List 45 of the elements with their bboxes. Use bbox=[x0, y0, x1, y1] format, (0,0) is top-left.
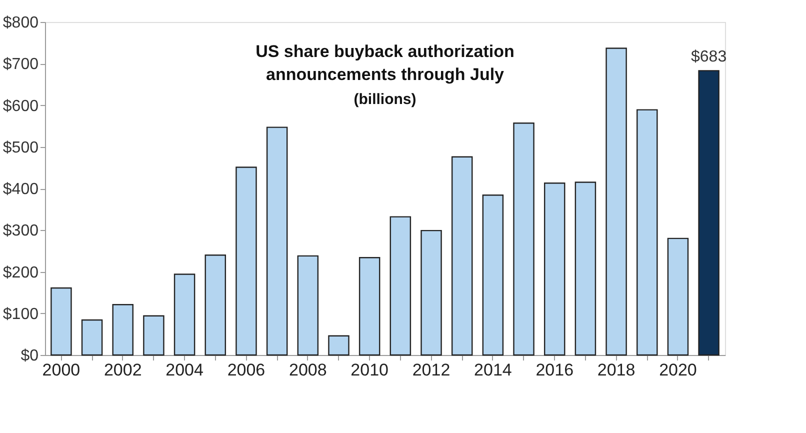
bar bbox=[513, 122, 534, 356]
bar bbox=[297, 255, 319, 356]
bar bbox=[451, 156, 473, 356]
y-tick-label: $400 bbox=[2, 181, 39, 198]
bar bbox=[143, 315, 164, 356]
bar bbox=[606, 48, 627, 356]
y-tick-label: $100 bbox=[2, 306, 39, 323]
y-tick-label: $0 bbox=[20, 348, 39, 364]
y-tick-label: $200 bbox=[2, 264, 39, 282]
y-tick-label: $600 bbox=[2, 98, 39, 115]
bar bbox=[266, 126, 288, 356]
bar bbox=[112, 304, 134, 356]
bar bbox=[174, 274, 196, 356]
bar bbox=[204, 254, 226, 356]
x-tick-label: 2014 bbox=[474, 360, 512, 380]
x-tick-label: 2018 bbox=[597, 360, 636, 380]
bar bbox=[328, 335, 350, 356]
data-label: $683 bbox=[691, 48, 727, 66]
bar bbox=[482, 194, 504, 356]
x-tick-label: 2016 bbox=[536, 360, 574, 380]
bar bbox=[390, 216, 412, 356]
bar bbox=[358, 256, 380, 356]
y-tick-label: $800 bbox=[2, 14, 39, 32]
bar bbox=[574, 182, 596, 356]
x-tick-label: 2020 bbox=[659, 360, 697, 380]
x-tick-label: 2004 bbox=[166, 360, 204, 380]
bar bbox=[636, 109, 658, 356]
x-tick-label: 2006 bbox=[227, 360, 266, 380]
text: (billions) bbox=[354, 91, 416, 108]
x-tick-label: 2012 bbox=[412, 360, 450, 380]
bar bbox=[50, 287, 72, 356]
bar bbox=[420, 230, 442, 356]
y-tick-label: $500 bbox=[2, 139, 39, 156]
x-tick-label: 2002 bbox=[104, 360, 142, 380]
text: US share buyback authorization announcements through July bbox=[256, 42, 514, 84]
x-tick-label: 2000 bbox=[42, 360, 80, 380]
y-tick-label: $700 bbox=[2, 56, 39, 74]
bar bbox=[698, 70, 720, 356]
bar bbox=[236, 166, 257, 356]
bar bbox=[81, 319, 103, 356]
bar bbox=[544, 182, 566, 356]
x-tick-label: 2008 bbox=[288, 360, 327, 380]
x-tick-label: 2010 bbox=[350, 360, 388, 380]
bar bbox=[667, 238, 689, 356]
y-tick-label: $300 bbox=[2, 222, 39, 240]
